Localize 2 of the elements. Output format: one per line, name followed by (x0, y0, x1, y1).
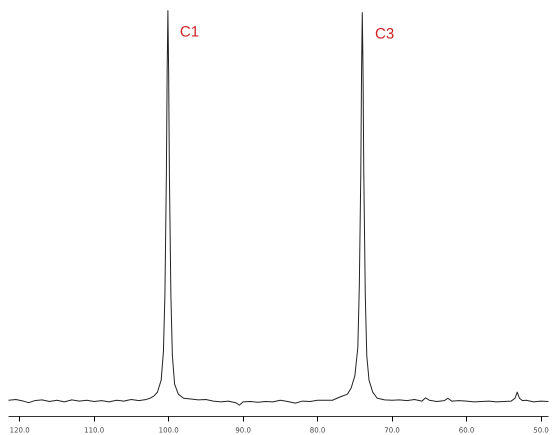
annotation: C3 (375, 26, 394, 43)
annotation: C1 (180, 24, 200, 41)
